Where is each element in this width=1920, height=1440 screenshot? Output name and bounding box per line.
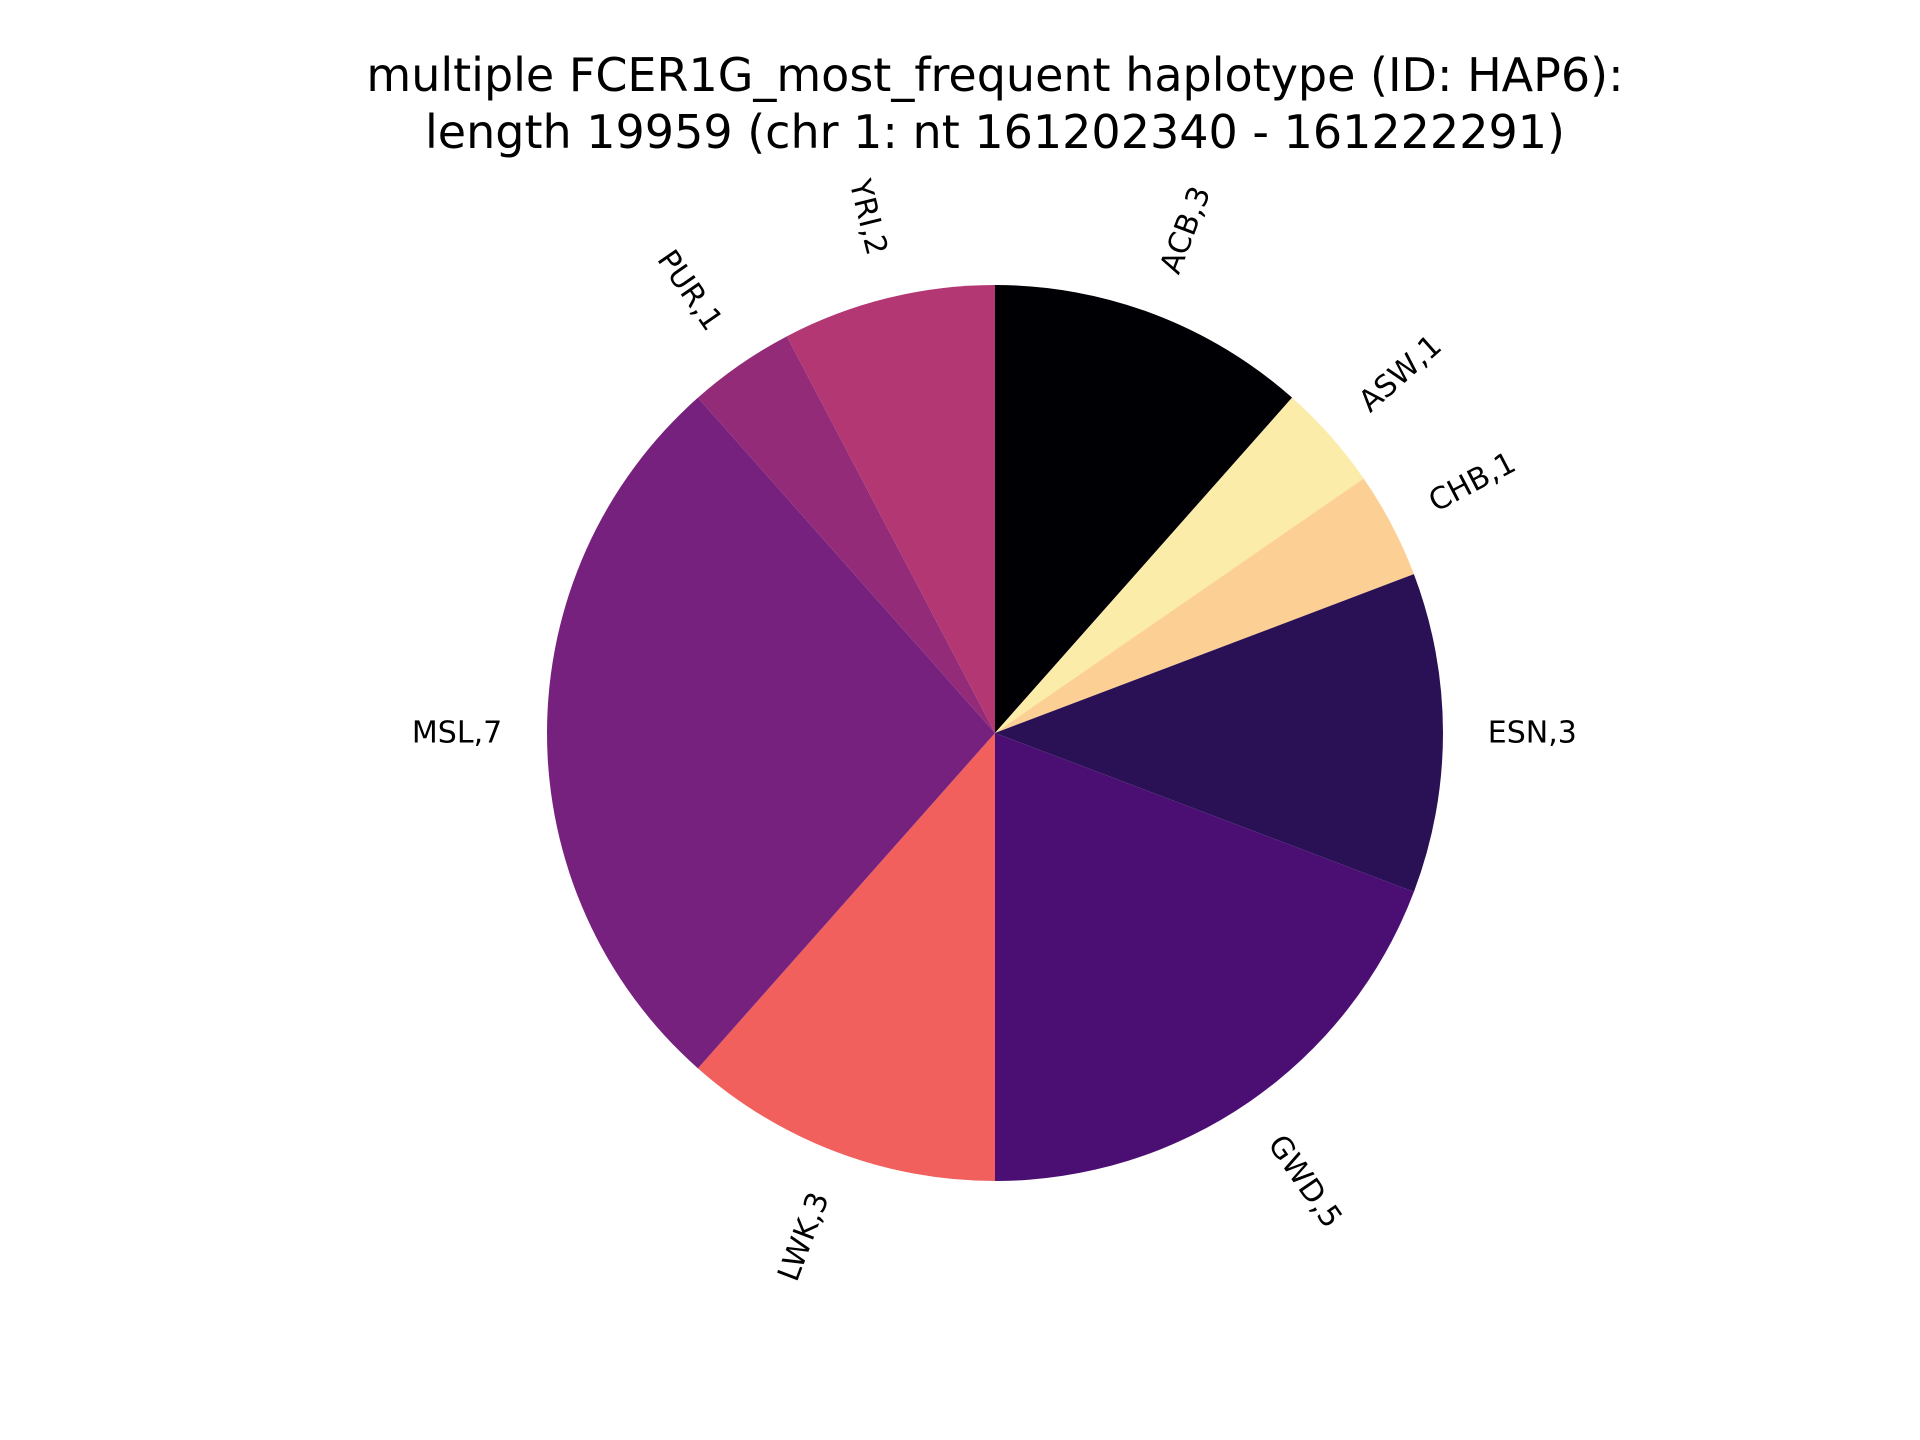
pie-slice-yri [786, 285, 995, 733]
pie-slice-asw [995, 397, 1364, 733]
slice-label-pur: PUR,1 [650, 244, 730, 338]
slice-label-acb: ACB,3 [1153, 182, 1218, 279]
pie-slice-esn [995, 574, 1444, 892]
slice-label-gwd: GWD,5 [1261, 1129, 1349, 1235]
slice-label-yri: YRI,2 [841, 175, 894, 259]
pie-slice-acb [995, 285, 1293, 733]
slice-label-esn: ESN,3 [1488, 716, 1577, 751]
pie-slice-msl [547, 397, 995, 1069]
pie-slice-lwk [697, 733, 995, 1181]
slice-label-msl: MSL,7 [412, 716, 502, 751]
slice-label-lwk: LWK,3 [771, 1188, 836, 1286]
pie-slices [547, 285, 1444, 1181]
chart-title-line-1: multiple FCER1G_most_frequent haplotype … [366, 48, 1623, 102]
pie-slice-pur [697, 336, 995, 733]
slice-label-asw: ASW,1 [1352, 328, 1448, 419]
chart-title-line-2: length 19959 (chr 1: nt 161202340 - 1612… [425, 105, 1565, 159]
pie-slice-chb [995, 478, 1414, 733]
pie-slice-gwd [995, 733, 1414, 1181]
slice-label-chb: CHB,1 [1423, 445, 1521, 519]
